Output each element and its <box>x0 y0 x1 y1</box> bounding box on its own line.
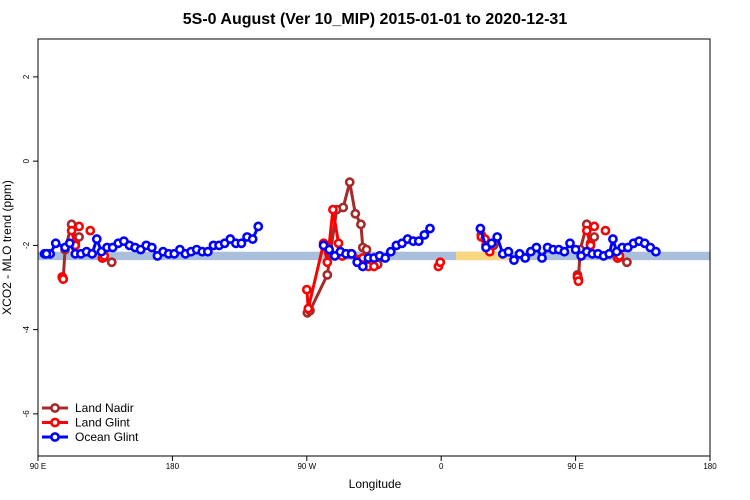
data-point <box>492 232 503 242</box>
data-point <box>380 253 391 263</box>
y-tick-label: -4 <box>22 326 31 334</box>
data-point <box>509 255 519 266</box>
data-point <box>301 284 312 295</box>
data-point <box>361 244 372 255</box>
band-2 <box>456 251 509 261</box>
data-point <box>324 244 335 255</box>
chart-title: 5S-0 August (Ver 10_MIP) 2015-01-01 to 2… <box>183 11 568 28</box>
data-point <box>202 246 213 257</box>
plot-frame <box>37 38 711 457</box>
legend-marker <box>50 432 60 442</box>
legend-label: Land Glint <box>75 416 130 430</box>
data-point <box>503 246 514 257</box>
legend-label: Ocean Glint <box>75 430 139 444</box>
data-point <box>85 225 96 236</box>
data-point <box>106 257 117 268</box>
x-tick-label: 90 W <box>297 462 316 471</box>
data-point <box>435 257 446 268</box>
data-point <box>559 246 570 257</box>
series-line <box>305 208 370 311</box>
data-point <box>581 225 592 236</box>
y-tick-label: -6 <box>22 410 31 418</box>
data-point <box>565 238 575 249</box>
data-point <box>486 238 497 249</box>
data-point <box>64 238 75 249</box>
data-point <box>608 234 618 244</box>
data-point <box>570 244 581 255</box>
legend-label: Land Nadir <box>75 401 134 415</box>
data-point <box>58 274 69 284</box>
series-line <box>306 180 368 314</box>
data-point <box>91 234 102 244</box>
data-point <box>350 208 361 219</box>
legend-marker <box>50 417 60 428</box>
data-point <box>589 221 600 232</box>
data-point <box>589 232 600 242</box>
data-point <box>74 221 84 232</box>
data-point <box>338 202 349 213</box>
data-point <box>537 253 547 263</box>
y-tick-label: -2 <box>22 241 31 249</box>
x-axis-label: Longitude <box>349 477 402 491</box>
data-point <box>66 225 77 236</box>
data-point <box>322 257 333 268</box>
y-tick-label: 2 <box>22 74 31 79</box>
data-point <box>346 248 357 259</box>
x-tick-label: 180 <box>703 462 717 471</box>
data-point <box>425 223 435 234</box>
data-point <box>604 248 615 259</box>
data-point <box>41 248 52 259</box>
data-point <box>520 253 531 263</box>
x-tick-label: 180 <box>166 462 180 471</box>
y-axis-label: XCO2 - MLO trend (ppm) <box>0 180 14 315</box>
data-point <box>253 221 264 232</box>
x-tick-label: 0 <box>439 462 444 471</box>
y-axis: -6 -4 -2 0 2 <box>22 74 38 417</box>
x-axis: 90 E 180 90 W 0 90 E 180 <box>30 456 717 471</box>
data-point <box>413 236 424 247</box>
data-point <box>600 225 611 236</box>
data-point <box>328 204 338 215</box>
data-point <box>74 232 84 242</box>
data-point <box>419 229 430 240</box>
data-point <box>356 219 366 230</box>
x-tick-label: 90 E <box>30 462 46 471</box>
data-point <box>650 246 661 257</box>
data-point <box>146 242 157 253</box>
data-point <box>357 261 368 272</box>
data-point <box>369 261 379 272</box>
x-tick-label: 90 E <box>567 462 583 471</box>
y-tick-label: 0 <box>22 158 31 163</box>
data-point <box>247 234 258 244</box>
data-point <box>50 238 61 249</box>
data-point <box>475 223 486 234</box>
data-point <box>622 257 632 268</box>
data-point <box>344 177 355 188</box>
data-point <box>385 246 396 257</box>
data-point <box>303 303 314 314</box>
data-point <box>236 238 247 249</box>
data-point <box>333 238 344 249</box>
legend-marker <box>50 403 60 413</box>
data-point <box>531 242 542 253</box>
series-layer <box>39 177 661 318</box>
data-point <box>573 276 584 287</box>
data-point <box>322 269 333 280</box>
data-point <box>87 248 98 259</box>
series-2 <box>39 221 661 272</box>
